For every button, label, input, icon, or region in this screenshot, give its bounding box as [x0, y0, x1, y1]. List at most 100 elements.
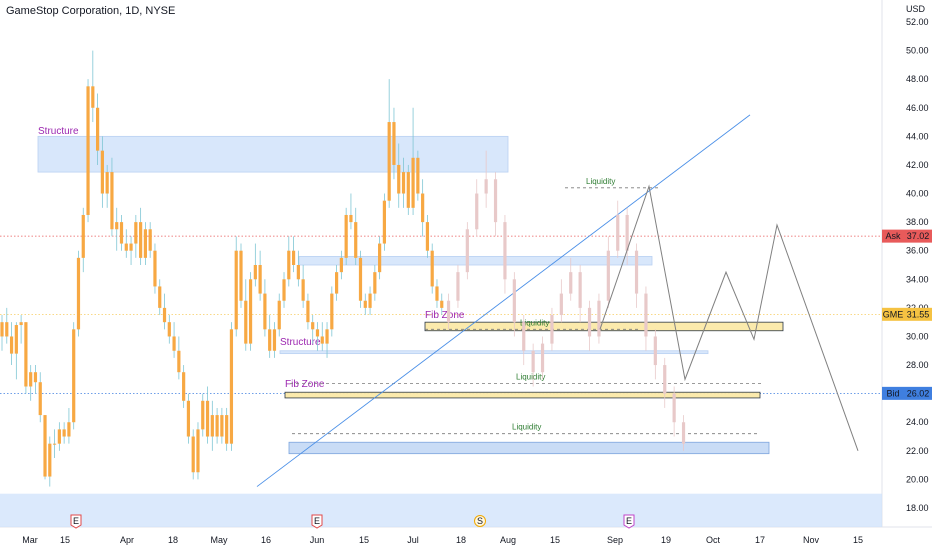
time-tick-label: 18	[168, 535, 178, 545]
price-tick-label: 36.00	[906, 246, 929, 256]
price-tick-label: 40.00	[906, 189, 929, 199]
time-tick-label: Mar	[22, 535, 38, 545]
candle-body	[277, 300, 281, 330]
candle-body	[186, 400, 191, 437]
candle-body	[263, 293, 267, 330]
candle-body	[406, 172, 410, 208]
candle-body	[392, 122, 396, 165]
chart-title: GameStop Corporation, 1D, NYSE	[6, 5, 176, 17]
zone-label: Structure	[280, 337, 321, 348]
price-tick-label: 20.00	[906, 474, 929, 484]
candle-body	[48, 443, 52, 477]
candle-body	[62, 429, 66, 437]
time-tick-label: 17	[755, 535, 765, 545]
projection-body	[587, 307, 592, 337]
price-tick-label: 18.00	[906, 503, 929, 513]
candle-body	[119, 222, 124, 244]
candle-body	[5, 322, 9, 337]
projection-body	[681, 422, 686, 444]
zone-label: Fib Zone	[425, 310, 465, 321]
liquidity-label: Liquidity	[512, 423, 541, 432]
candle-body	[239, 250, 243, 301]
projection-body	[456, 272, 460, 301]
candle-body	[315, 329, 320, 337]
candle-body	[38, 382, 42, 416]
candle-body	[339, 257, 343, 273]
candle-body	[411, 157, 415, 208]
candle-body	[158, 286, 162, 308]
price-tick-label: 24.00	[906, 417, 929, 427]
price-tick-label: 52.00	[906, 17, 929, 27]
candle-body	[139, 222, 143, 258]
candle-body	[143, 229, 147, 258]
projection-body	[663, 365, 667, 394]
projection-body	[559, 293, 563, 316]
candle-body	[291, 250, 296, 265]
candle-body	[225, 415, 229, 444]
candle-body	[296, 265, 300, 280]
candle-body	[325, 329, 329, 344]
projection-body	[578, 272, 582, 308]
price-tick-label: 22.00	[906, 446, 929, 456]
candle-body	[401, 172, 406, 194]
candle-body	[115, 222, 119, 230]
time-tick-label: 15	[359, 535, 369, 545]
price-tick-label: 30.00	[906, 331, 929, 341]
candle-body	[301, 279, 305, 301]
liquidity-label: Liquidity	[520, 318, 549, 327]
price-badge-name	[882, 229, 904, 243]
candle-body	[435, 286, 439, 301]
projection-body	[522, 322, 526, 351]
candle-body	[363, 300, 367, 308]
candle-body	[100, 150, 104, 194]
time-tick-label: 18	[456, 535, 466, 545]
candle-body	[373, 272, 377, 294]
zone-structure	[37, 135, 509, 173]
trendline	[256, 114, 751, 487]
candle-body	[354, 222, 358, 258]
event-label: S	[477, 516, 483, 526]
price-tick-label: 38.00	[906, 217, 929, 227]
price-tick-label: 50.00	[906, 46, 929, 56]
projection-body	[503, 222, 507, 280]
candle-body	[397, 164, 401, 194]
price-badge-value	[904, 229, 932, 243]
zone-fib	[424, 321, 784, 332]
price-tick-label: 44.00	[906, 131, 929, 141]
candle-body	[0, 322, 4, 337]
candle-body	[368, 293, 372, 308]
price-badge-name	[882, 386, 904, 400]
candle-body	[19, 322, 23, 326]
liquidity-label: Liquidity	[516, 373, 545, 382]
zone-fib-blue	[288, 441, 770, 455]
price-tick-label: 28.00	[906, 360, 929, 370]
candle-body	[320, 336, 324, 344]
time-tick-label: 19	[661, 535, 671, 545]
candle-body	[258, 265, 262, 294]
candle-body	[440, 300, 444, 308]
candle-body	[52, 443, 57, 445]
candle-body	[248, 279, 253, 344]
candle-body	[425, 222, 430, 251]
candle-body	[162, 307, 167, 323]
projection-body	[465, 229, 469, 273]
time-tick-label: 16	[261, 535, 271, 545]
candle-body	[421, 193, 425, 223]
price-tick-label: 46.00	[906, 103, 929, 113]
price-badge-value	[904, 307, 932, 321]
candle-body	[253, 265, 257, 280]
candle-body	[167, 322, 171, 337]
time-tick-label: 15	[853, 535, 863, 545]
projection-body	[446, 300, 451, 323]
price-tick-label: 42.00	[906, 160, 929, 170]
candle-body	[110, 172, 114, 230]
event-label: E	[73, 516, 79, 526]
earnings-event-icon	[70, 514, 82, 529]
time-tick-label: Sep	[607, 535, 623, 545]
zone-structure	[279, 350, 709, 355]
liquidity-label: Liquidity	[586, 177, 615, 186]
candle-body	[306, 300, 310, 323]
time-tick-label: Jun	[310, 535, 325, 545]
candle-body	[378, 243, 382, 273]
